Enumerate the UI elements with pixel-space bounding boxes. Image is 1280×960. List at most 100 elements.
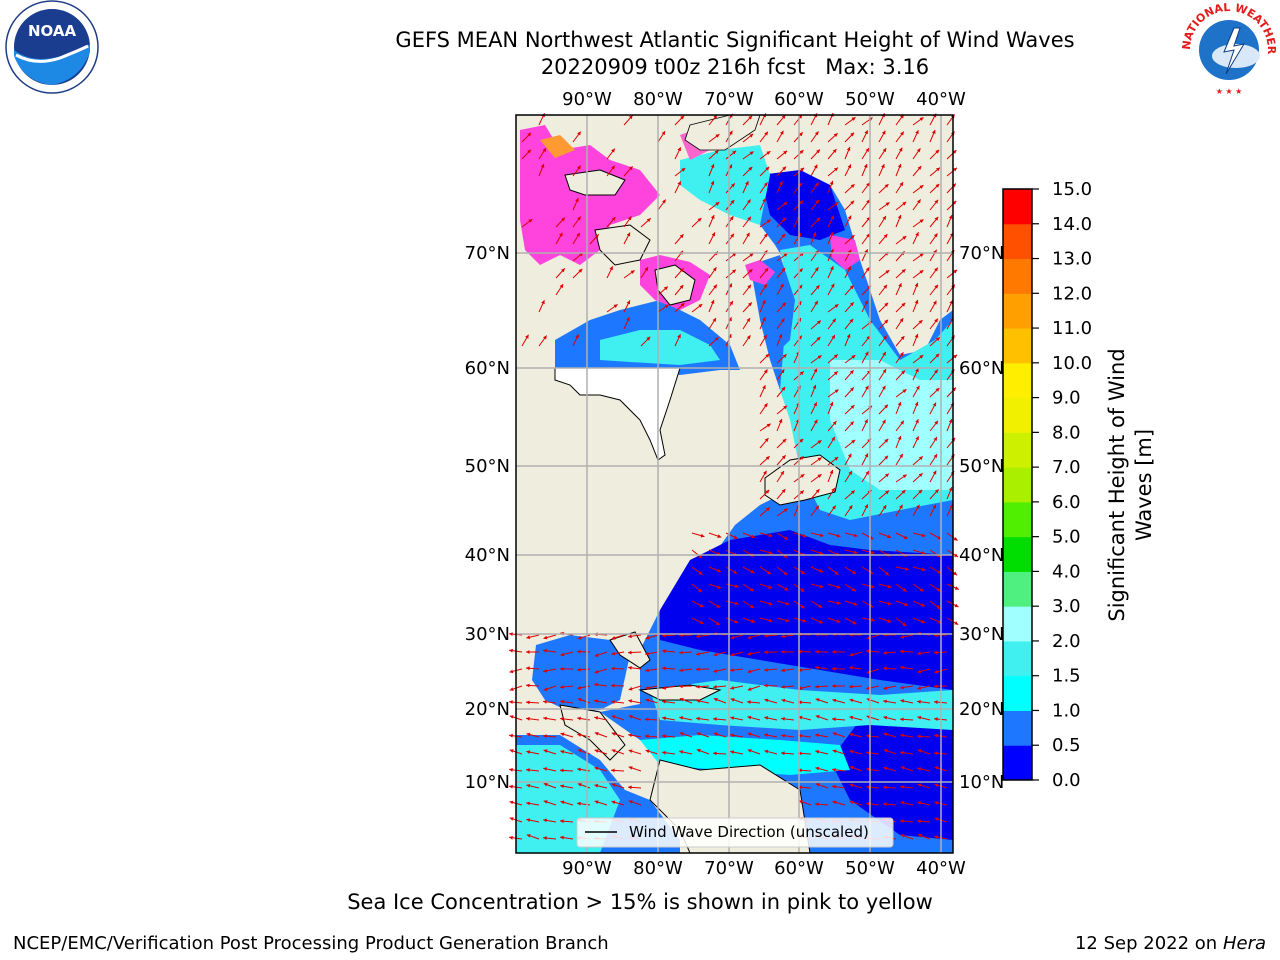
wind-arrow-head	[897, 163, 902, 168]
wind-arrow-head	[764, 650, 768, 655]
wind-arrow-head	[577, 801, 581, 806]
wind-arrow-head	[934, 733, 938, 738]
wind-arrow-head	[745, 181, 749, 186]
wind-arrow-head	[540, 163, 545, 168]
wind-arrow-head	[917, 833, 922, 838]
wind-arrow-head	[814, 300, 818, 305]
wind-arrow-head	[611, 800, 616, 805]
wind-arrow-head	[679, 268, 684, 273]
wind-arrow-head	[628, 666, 632, 670]
wind-arrow-head	[798, 785, 802, 790]
wind-arrow-head	[762, 317, 766, 322]
wind-arrow-head	[833, 371, 838, 376]
wind-arrow-head	[630, 270, 635, 274]
wind-arrow-head	[834, 202, 839, 206]
wind-arrow-head	[766, 423, 771, 428]
wind-arrow-head	[680, 115, 684, 120]
wind-arrow-head	[645, 698, 650, 703]
wind-arrow-head	[900, 131, 904, 136]
wind-arrow-head	[747, 651, 752, 656]
wind-arrow-head	[848, 505, 853, 510]
wind-arrow-head	[899, 182, 904, 187]
wind-arrow-head	[900, 635, 905, 639]
wind-arrow-head	[897, 401, 902, 406]
wind-arrow-head	[799, 150, 804, 154]
wind-arrow-head	[710, 215, 715, 219]
wind-arrow-head	[526, 783, 531, 788]
colorbar-swatch	[1003, 258, 1032, 294]
wind-arrow-head	[816, 217, 821, 222]
wind-arrow-head	[526, 666, 530, 671]
wind-arrow-head	[816, 337, 821, 341]
wind-arrow-head	[900, 699, 905, 703]
wind-arrow-head	[884, 455, 889, 460]
colorbar-tick-label: 1.5	[1052, 666, 1081, 687]
wind-arrow-head	[817, 474, 822, 478]
wind-arrow-head	[849, 749, 854, 754]
wind-arrow-head	[851, 439, 856, 444]
svg-text:40°W: 40°W	[916, 89, 966, 110]
wind-arrow-head	[814, 267, 819, 272]
wind-arrow-head	[560, 750, 565, 754]
wind-arrow-head	[611, 768, 615, 773]
wind-arrow-head	[917, 767, 922, 771]
wind-arrow-head	[934, 216, 939, 221]
wind-arrow-head	[696, 748, 701, 753]
wind-arrow-head	[732, 269, 736, 274]
wind-arrow-head	[594, 766, 599, 771]
wind-arrow-head	[935, 149, 940, 154]
wind-arrow-head	[917, 801, 922, 805]
wind-arrow-head	[903, 535, 908, 539]
wind-arrow-head	[783, 554, 788, 558]
wind-arrow-head	[560, 800, 565, 805]
wind-arrow-head	[815, 684, 819, 689]
wind-arrow-head	[870, 584, 875, 589]
wind-arrow-head	[782, 438, 787, 443]
wind-arrow-head	[679, 285, 684, 289]
wind-arrow-head	[887, 619, 892, 623]
wind-arrow-head	[934, 684, 938, 689]
colorbar-swatch	[1003, 606, 1032, 642]
colorbar-tick-label: 1.0	[1052, 700, 1081, 721]
wind-arrow-head	[850, 235, 855, 239]
wind-arrow-head	[866, 785, 870, 790]
wind-arrow-head	[836, 585, 841, 589]
wind-arrow-head	[764, 683, 768, 688]
wind-arrow-head	[577, 636, 582, 640]
wind-arrow-head	[954, 603, 959, 608]
wind-arrow-head	[698, 554, 703, 559]
wind-arrow-head	[594, 716, 599, 720]
wind-arrow-head	[594, 682, 598, 687]
wind-arrow-head	[953, 571, 957, 576]
wind-arrow-head	[847, 215, 852, 220]
wind-arrow-head	[933, 300, 937, 305]
wind-arrow-head	[526, 716, 530, 721]
wind-arrow-head	[662, 686, 667, 690]
wind-arrow-head	[577, 767, 581, 772]
wind-arrow-head	[864, 453, 869, 458]
wind-arrow-head	[577, 131, 581, 136]
wind-arrow-head	[662, 750, 666, 755]
wind-arrow-head	[832, 318, 836, 323]
svg-text:80°W: 80°W	[633, 858, 683, 879]
wind-arrow-head	[848, 471, 852, 475]
wind-arrow-head	[543, 669, 548, 673]
wind-arrow-head	[710, 299, 715, 304]
wind-arrow-head	[918, 456, 923, 461]
wind-arrow-head	[526, 732, 531, 737]
wind-arrow-head	[953, 167, 957, 172]
wind-arrow-head	[696, 732, 701, 736]
wind-arrow-head	[883, 749, 888, 753]
wind-arrow-head	[628, 699, 633, 703]
wind-arrow-head	[764, 733, 769, 737]
wind-arrow-head	[850, 200, 855, 205]
colorbar-swatch	[1003, 745, 1032, 781]
wind-arrow-head	[645, 717, 649, 722]
wind-arrow-head	[611, 749, 616, 753]
wind-arrow-head	[915, 436, 919, 441]
wind-arrow-head	[884, 438, 889, 443]
wind-arrow-head	[832, 749, 837, 754]
legend-label: Wind Wave Direction (unscaled)	[629, 823, 869, 841]
wind-arrow-head	[526, 635, 531, 640]
